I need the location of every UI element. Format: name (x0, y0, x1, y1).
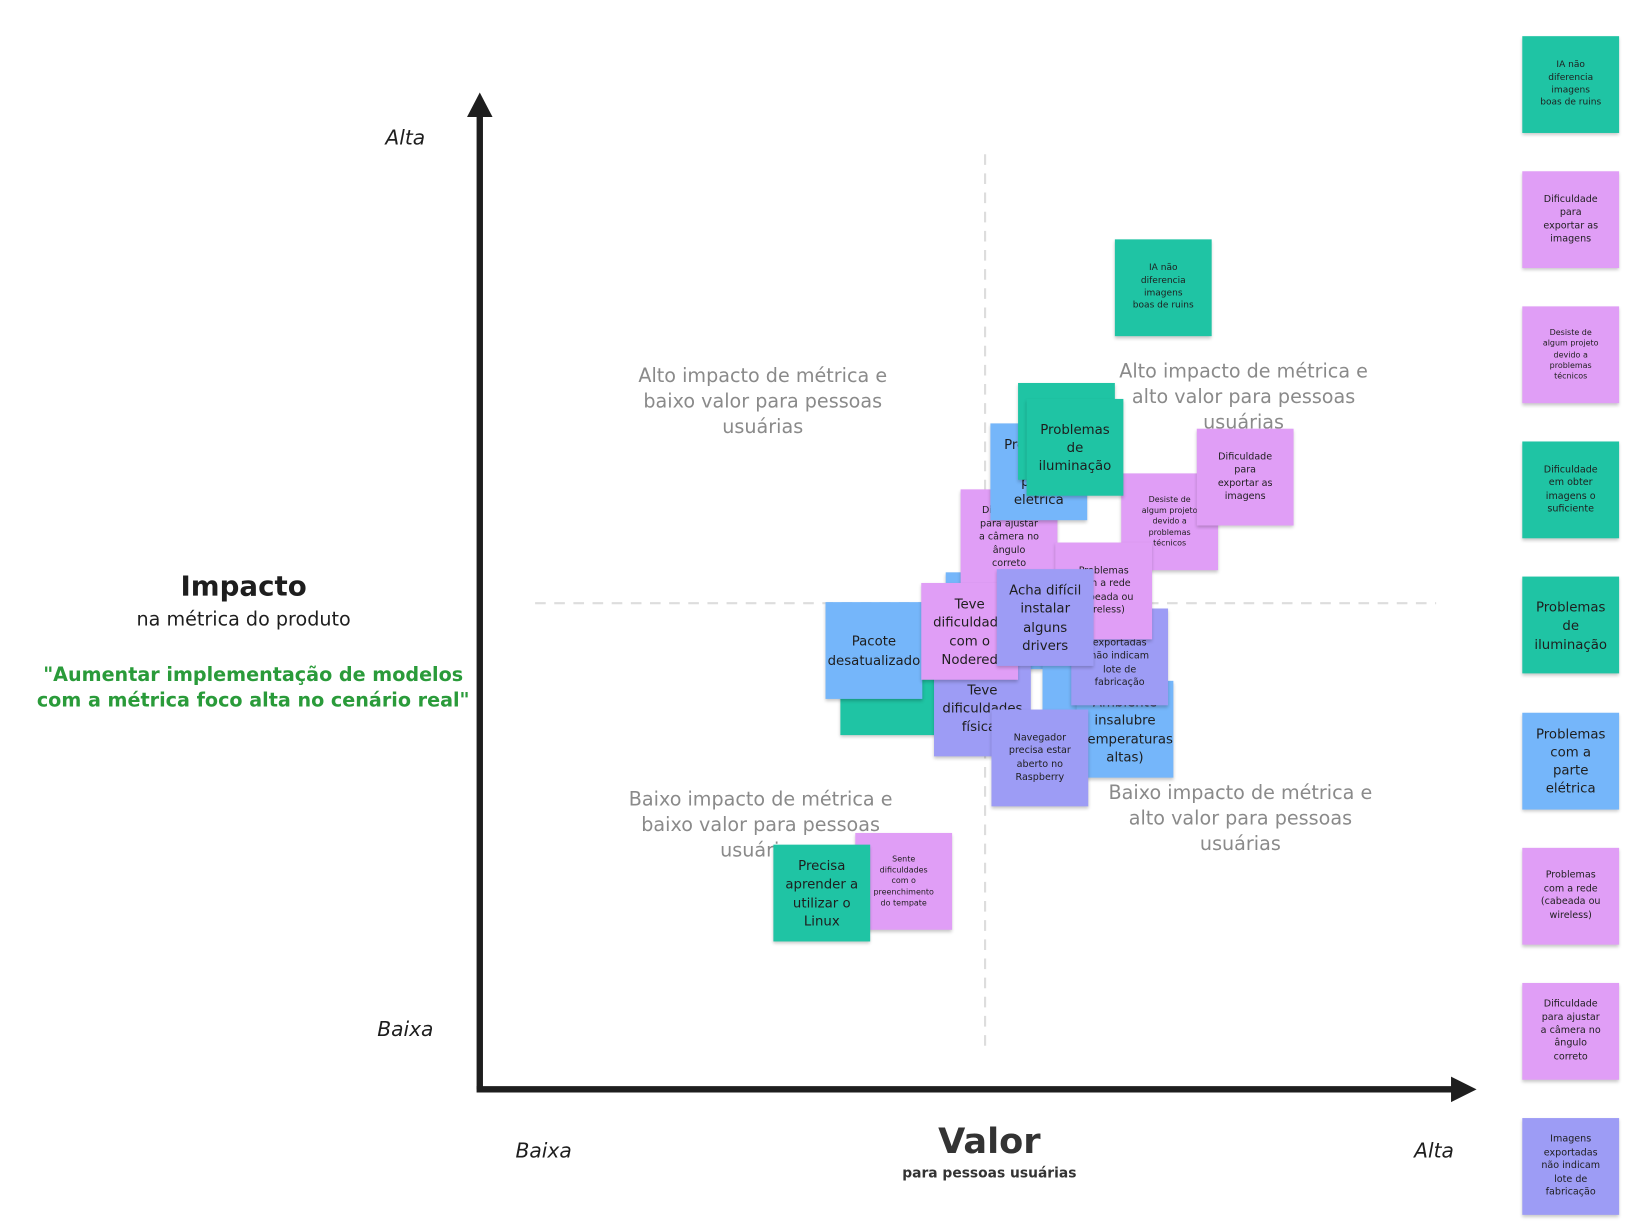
sticky-note[interactable]: Imagens exportadas não indicam lote de f… (1522, 1117, 1620, 1215)
y-arrow (467, 92, 493, 118)
note-text: Dificuldade para exportar as imagens (1217, 451, 1273, 503)
note-text: Navegador precisa estar aberto no Raspbe… (1008, 732, 1071, 783)
sticky-note[interactable]: Dificuldade para exportar as imagens (1196, 428, 1294, 526)
sticky-note[interactable]: Acha difícil instalar alguns drivers (996, 569, 1094, 666)
goal: "Aumentar implementação de modelos (43, 663, 464, 687)
sticky-note[interactable]: Precisa aprender a utilizar o Linux (773, 844, 871, 942)
quadrant-label: Baixo impacto de métrica e alto valor pa… (1108, 781, 1373, 856)
axis-label: Baixa (377, 1018, 434, 1042)
note-text: Imagens exportadas não indicam lote de f… (1541, 1134, 1601, 1198)
sticky-note[interactable]: Pacote desatualizado (825, 602, 923, 699)
axis-label: Baixa (515, 1139, 572, 1163)
quadrant-label: Alto impacto de métrica e baixo valor pa… (638, 364, 888, 439)
note-text: Sente dificuldades com o preenchimento d… (873, 853, 934, 908)
axis-subtitle: na métrica do produto (136, 608, 351, 631)
note-text: IA não diferencia imagens boas de ruins (1540, 59, 1602, 108)
note-text: Problemas de iluminação (1038, 420, 1112, 474)
sticky-note[interactable]: Dificuldade para exportar as imagens (1522, 171, 1620, 269)
sticky-note[interactable]: IA não diferencia imagens boas de ruins (1114, 239, 1212, 337)
x-arrow (1451, 1076, 1477, 1103)
sticky-note[interactable]: Sente dificuldades com o preenchimento d… (855, 832, 953, 930)
note-text: Dificuldade para ajustar a câmera no âng… (1540, 999, 1601, 1063)
sticky-note[interactable]: Problemas de iluminação (1026, 398, 1124, 496)
note-text: Desiste de algum projeto devido a proble… (1542, 327, 1599, 382)
axis-subtitle: para pessoas usuárias (902, 1165, 1077, 1182)
note-text: IA não diferencia imagens boas de ruins (1132, 262, 1194, 311)
axis-title: Impacto (180, 571, 307, 604)
sticky-note[interactable]: Problemas de iluminação (1522, 576, 1620, 674)
sticky-note[interactable]: Dificuldade para ajustar a câmera no âng… (1522, 982, 1620, 1080)
note-text: Problemas de iluminação (1534, 598, 1608, 652)
goal: com a métrica foco alta no cenário real" (36, 689, 470, 712)
note-text: Problemas com a rede (cabeada ou wireles… (1073, 565, 1134, 616)
note-text: Dificuldade para exportar as imagens (1543, 194, 1599, 245)
sticky-note[interactable]: Dificuldade em obter imagens o suficient… (1522, 441, 1620, 539)
note-text: Pacote desatualizado (827, 633, 921, 668)
note-text: Dificuldade em obter imagens o suficient… (1543, 464, 1598, 516)
note-text: Teve dificuldade com o Nodered (933, 595, 1007, 667)
sticky-note[interactable]: IA não diferencia imagens boas de ruins (1522, 36, 1620, 133)
note-text: Ambiente insalubre (temperaturas altas) (1076, 694, 1173, 765)
sticky-note[interactable]: Problemas com a rede (cabeada ou wireles… (1522, 847, 1620, 945)
note-text: Precisa aprender a utilizar o Linux (785, 857, 859, 929)
note-text: Problemas com a parte elétrica (1535, 724, 1606, 796)
axis-label: Alta (385, 126, 426, 150)
note-text: Desiste de algum projeto devido a proble… (1141, 494, 1198, 548)
axis-label: Alta (1414, 1139, 1454, 1163)
sticky-note[interactable]: Navegador precisa estar aberto no Raspbe… (991, 709, 1089, 807)
sticky-note[interactable]: Desiste de algum projeto devido a proble… (1522, 306, 1620, 404)
quadrant-label: Alto impacto de métrica e alto valor par… (1119, 360, 1368, 435)
note-text: Acha difícil instalar alguns drivers (1009, 581, 1082, 653)
axis-title: Valor (938, 1120, 1041, 1162)
sticky-note[interactable]: Problemas com a parte elétrica (1522, 712, 1620, 810)
note-text: Problemas com a rede (cabeada ou wireles… (1540, 870, 1601, 921)
